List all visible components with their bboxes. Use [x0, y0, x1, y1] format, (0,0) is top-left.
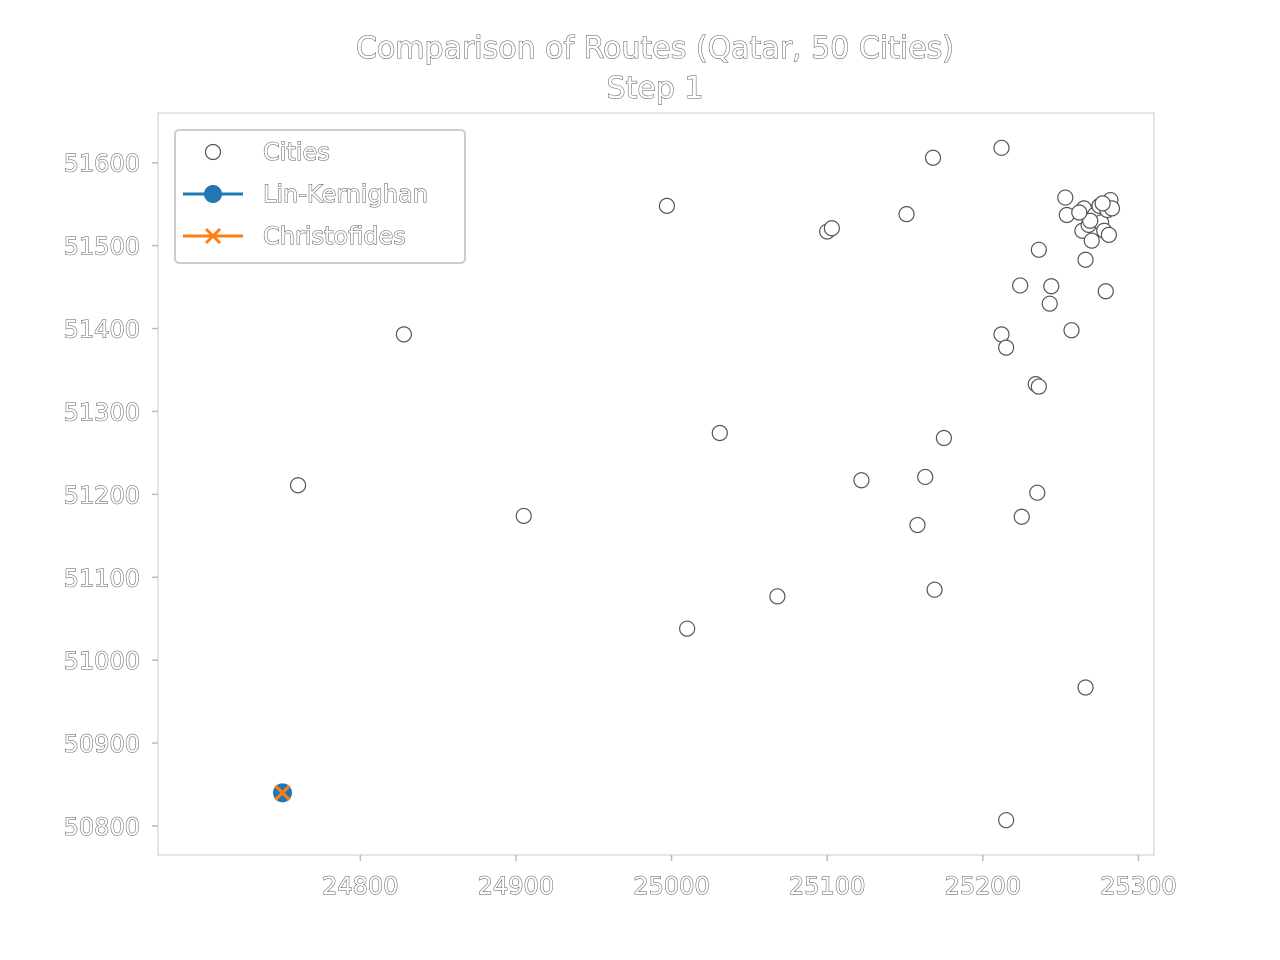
y-tick-label: 51000 — [64, 647, 140, 675]
chart-subtitle: Step 1 — [607, 71, 704, 106]
city-point — [909, 516, 926, 534]
y-tick-label: 51600 — [64, 150, 140, 178]
city-point — [658, 197, 675, 214]
city-point — [1083, 232, 1100, 249]
y-tick-label: 51500 — [64, 233, 140, 261]
legend-cities-label: Cities — [263, 138, 330, 166]
legend-christofides-marker — [204, 227, 222, 245]
x-tick-label: 25100 — [789, 872, 865, 900]
y-tick-label: 51100 — [64, 564, 140, 592]
data-marks — [273, 139, 1121, 829]
city-point — [679, 620, 696, 637]
y-axis: 50800 50900 51000 51100 51200 51300 51400 51500… — [63, 149, 158, 841]
x-tick-label: 25300 — [1100, 872, 1176, 900]
city-point — [1063, 322, 1080, 339]
city-point — [1077, 679, 1094, 696]
city-point — [1029, 484, 1046, 501]
city-point — [1071, 204, 1088, 221]
city-point — [1012, 277, 1029, 294]
city-point — [993, 139, 1010, 156]
christofides-point — [274, 784, 291, 801]
city-point — [1077, 251, 1094, 268]
city-point — [1041, 295, 1058, 312]
city-point — [935, 429, 953, 447]
x-tick-label: 25200 — [945, 872, 1021, 900]
city-point — [289, 477, 307, 494]
city-point — [395, 326, 412, 343]
city-point — [898, 206, 915, 223]
city-point — [1082, 212, 1099, 229]
city-point — [1030, 241, 1047, 258]
legend-lin-kernighan-marker — [204, 185, 222, 203]
x-axis: 24800 24900 25000 25100 25200 25300 — [322, 855, 1177, 901]
city-point — [924, 149, 942, 166]
city-point — [998, 812, 1015, 829]
city-point — [998, 339, 1015, 356]
city-point — [926, 581, 943, 598]
y-tick-label: 51400 — [64, 316, 140, 344]
city-point — [1057, 189, 1074, 206]
city-point — [711, 424, 728, 442]
y-tick-label: 50900 — [64, 730, 140, 758]
city-point — [853, 472, 870, 489]
city-point — [823, 220, 840, 237]
legend-cities-marker — [204, 143, 222, 161]
y-tick-label: 50800 — [64, 813, 140, 841]
city-point — [1094, 195, 1111, 212]
chart-title: Comparison of Routes (Qatar, 50 Cities) — [356, 31, 954, 66]
y-tick-label: 51300 — [64, 398, 140, 426]
x-tick-label: 24900 — [478, 872, 554, 900]
city-point — [917, 468, 934, 486]
x-tick-label: 25000 — [633, 872, 709, 900]
city-point — [1013, 508, 1030, 525]
city-point — [769, 588, 786, 605]
city-point — [1100, 226, 1117, 243]
y-tick-label: 51200 — [64, 481, 140, 509]
city-point — [1030, 378, 1047, 395]
legend: Cities Lin-Kernighan Christofides — [174, 129, 466, 264]
city-point — [1097, 283, 1114, 300]
city-point — [515, 507, 532, 525]
legend-box — [174, 129, 466, 264]
city-point — [1043, 278, 1060, 295]
legend-lin-kernighan-label: Lin-Kernighan — [263, 180, 428, 208]
legend-christofides-label: Christofides — [263, 222, 406, 250]
x-tick-label: 24800 — [322, 872, 398, 900]
